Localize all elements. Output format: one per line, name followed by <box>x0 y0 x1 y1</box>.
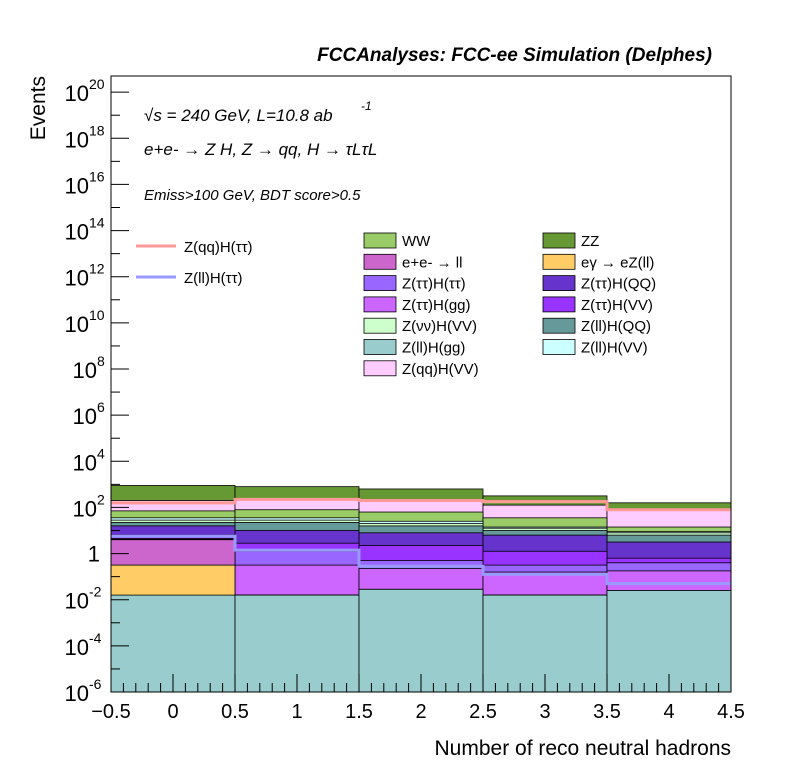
y-tick-label: 10 <box>65 173 89 198</box>
line-z-ll-h <box>111 534 731 586</box>
legend-label-ww: WW <box>402 233 431 250</box>
x-axis-label: Number of reco neutral hadrons <box>435 737 732 760</box>
y-tick-exponent: 8 <box>97 353 105 369</box>
stacked-histogram <box>110 485 732 693</box>
x-tick-label: 3.5 <box>593 701 621 723</box>
process-annotation: e+e- → Z H, Z → qq, H → τLτL <box>144 140 377 159</box>
y-tick-exponent: -6 <box>89 676 102 692</box>
legend-swatch-e-e-ll <box>363 253 397 270</box>
legend-label-z-qq-h-vv: Z(qq)H(VV) <box>402 361 479 378</box>
signal-histograms <box>111 497 731 586</box>
legend-label-z-h-qq: Z(ττ)H(QQ) <box>581 276 656 293</box>
legend-label-z-qq-h: Z(qq)H(ττ) <box>184 239 253 256</box>
y-tick-label: 10 <box>65 81 89 106</box>
selection-annotation: Emiss>100 GeV, BDT score>0.5 <box>144 187 361 204</box>
y-tick-exponent: 20 <box>89 76 105 92</box>
legend-swatch-z-ll-h-vv <box>542 339 576 355</box>
legend-swatch-z-h-vv <box>542 296 576 313</box>
legend-swatch-e-ez-ll <box>542 253 576 270</box>
y-tick-exponent: 2 <box>97 491 105 507</box>
legend-label-zz: ZZ <box>581 233 599 250</box>
legend-label-e-e-ll: e+e- → ll <box>402 254 462 271</box>
y-tick-exponent: 18 <box>89 122 105 138</box>
legend-swatch-z-ll-h-gg <box>363 339 397 355</box>
y-tick-exponent: 6 <box>97 399 105 415</box>
y-tick-exponent: 10 <box>89 307 105 323</box>
lumi-exponent: -1 <box>361 99 372 113</box>
y-tick-label: 10 <box>73 404 97 429</box>
y-tick-label: 10 <box>65 127 89 152</box>
x-tick-label: 1.5 <box>345 701 373 723</box>
y-tick-label: 10 <box>65 266 89 291</box>
y-tick-label: 10 <box>65 681 89 706</box>
y-tick-exponent: 4 <box>97 445 105 461</box>
y-tick-label: 10 <box>65 312 89 337</box>
y-tick-label: 10 <box>65 589 89 614</box>
legend-swatch-z-h <box>363 275 397 292</box>
legend-swatch-z-qq-h-vv <box>363 360 397 377</box>
x-tick-label: 1 <box>291 701 302 723</box>
x-tick-label: 0 <box>167 701 178 723</box>
legend-swatch-z-h-gg <box>363 296 397 313</box>
y-tick-label: 10 <box>73 450 97 475</box>
y-tick-exponent: 14 <box>89 215 105 231</box>
x-tick-label: 4.5 <box>717 701 745 723</box>
legend-label-e-ez-ll: eγ → eZ(ll) <box>581 254 654 271</box>
legend-swatch-ww <box>363 232 397 249</box>
legend-swatch-z-h-vv <box>363 317 397 334</box>
y-tick-label: 10 <box>65 635 89 660</box>
y-tick-label: 10 <box>73 358 97 383</box>
legend-label-z-ll-h-gg: Z(ll)H(gg) <box>402 340 465 357</box>
line-z-qq-h <box>111 497 731 512</box>
legend: Z(qq)H(ττ) Z(ll)H(ττ) WW e+e- → ll Z(ττ)H(ττ… <box>136 232 656 378</box>
legend-label-z-ll-h: Z(ll)H(ττ) <box>184 270 243 287</box>
y-tick-exponent: -2 <box>89 584 102 600</box>
legend-label-z-h-vv: Z(ττ)H(VV) <box>581 297 653 314</box>
y-tick-label: 1 <box>88 542 100 567</box>
legend-swatch-zz <box>542 232 576 249</box>
legend-swatch-z-ll-h-qq <box>542 317 576 334</box>
x-tick-label: 4 <box>663 701 674 723</box>
y-tick-label: 10 <box>73 496 97 521</box>
legend-label-z-h-vv: Z(νν)H(VV) <box>402 318 477 335</box>
y-tick-exponent: 12 <box>89 261 105 277</box>
x-axis: −0.5 0 0.5 1 1.5 2 2.5 3 3.5 4 4.5 <box>91 674 745 723</box>
legend-label-z-ll-h-vv: Z(ll)H(VV) <box>581 340 648 357</box>
x-tick-label: −0.5 <box>91 701 130 723</box>
x-tick-label: 2.5 <box>469 701 497 723</box>
x-tick-label: 0.5 <box>221 701 249 723</box>
x-tick-label: 2 <box>415 701 426 723</box>
chart-header: FCCAnalyses: FCC-ee Simulation (Delphes) <box>317 45 712 66</box>
y-tick-exponent: 16 <box>89 168 105 184</box>
y-tick-exponent: -4 <box>89 630 102 646</box>
energy-lumi-annotation: √s = 240 GeV, L=10.8 ab <box>144 106 333 125</box>
y-tick-label: 10 <box>65 220 89 245</box>
legend-label-z-ll-h-qq: Z(ll)H(QQ) <box>581 318 651 335</box>
legend-label-z-h-gg: Z(ττ)H(gg) <box>402 297 471 314</box>
legend-swatch-z-h-qq <box>542 275 576 292</box>
x-tick-label: 3 <box>539 701 550 723</box>
legend-label-z-h: Z(ττ)H(ττ) <box>402 276 466 293</box>
y-axis-label: Events <box>27 76 50 140</box>
